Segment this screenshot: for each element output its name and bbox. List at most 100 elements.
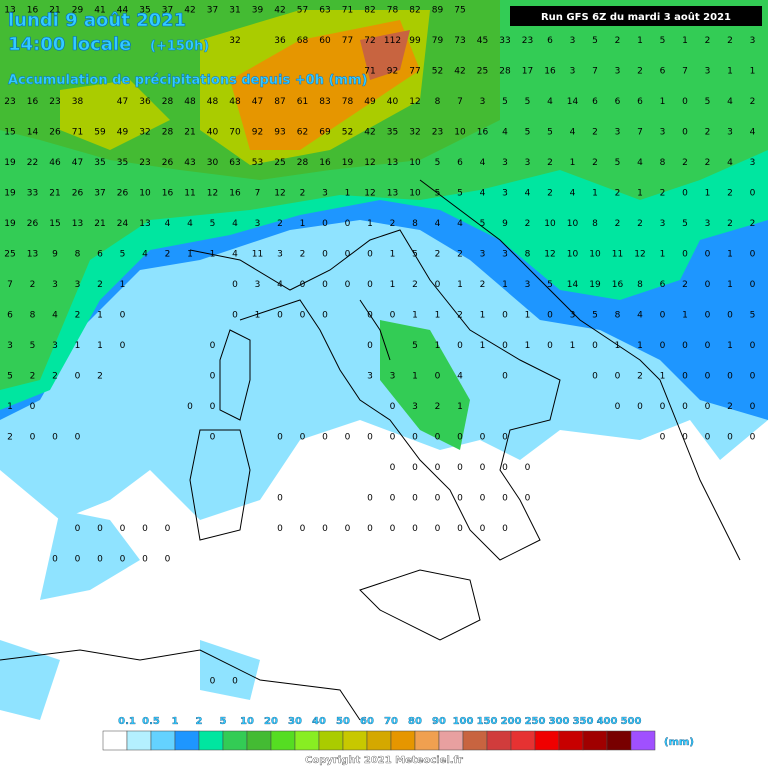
grid-value: 49 [117, 128, 129, 138]
grid-value: 21 [94, 219, 105, 229]
legend-swatch [246, 730, 272, 751]
grid-value: 26 [162, 158, 174, 168]
grid-value: 11 [252, 250, 263, 260]
legend-label: 20 [264, 716, 278, 727]
grid-value: 4 [727, 158, 733, 168]
grid-value: 0 [390, 524, 396, 534]
legend-swatch [198, 730, 224, 751]
grid-value: 40 [207, 128, 219, 138]
grid-value: 48 [184, 97, 196, 107]
grid-value: 0 [367, 311, 373, 321]
grid-value: 112 [384, 36, 401, 46]
grid-value: 0 [277, 494, 283, 504]
grid-value: 0 [547, 311, 553, 321]
grid-value: 11 [184, 189, 195, 199]
legend-swatch [318, 730, 344, 751]
grid-value: 12 [207, 189, 218, 199]
legend-label: 300 [549, 716, 570, 727]
legend-swatch [606, 730, 632, 751]
legend-label: 1 [172, 716, 179, 727]
grid-value: 7 [592, 67, 598, 77]
grid-value: 0 [52, 555, 58, 565]
legend-label: 70 [384, 716, 398, 727]
grid-value: 21 [49, 6, 60, 16]
grid-value: 16 [27, 97, 39, 107]
grid-value: 1 [682, 36, 688, 46]
grid-value: 1 [7, 402, 13, 412]
grid-value: 8 [592, 219, 598, 229]
grid-value: 0 [705, 250, 711, 260]
legend-swatch [342, 730, 368, 751]
grid-value: 12 [409, 97, 420, 107]
grid-value: 4 [727, 97, 733, 107]
legend-label: 5 [220, 716, 227, 727]
grid-value: 3 [750, 158, 756, 168]
grid-value: 0 [435, 494, 441, 504]
grid-value: 5 [525, 128, 531, 138]
grid-value: 1 [525, 341, 531, 351]
grid-value: 1 [480, 341, 486, 351]
grid-value: 1 [300, 219, 306, 229]
grid-value: 3 [750, 36, 756, 46]
grid-value: 1 [412, 372, 418, 382]
grid-value: 0 [727, 372, 733, 382]
grid-value: 2 [52, 372, 58, 382]
grid-value: 16 [27, 6, 39, 16]
grid-value: 35 [139, 6, 150, 16]
grid-value: 8 [637, 280, 643, 290]
grid-value: 13 [27, 250, 38, 260]
grid-value: 3 [502, 158, 508, 168]
grid-value: 14 [567, 97, 579, 107]
grid-value: 0 [367, 494, 373, 504]
grid-value: 62 [297, 128, 308, 138]
grid-value: 2 [637, 67, 643, 77]
grid-value: 0 [322, 433, 328, 443]
grid-value: 7 [457, 97, 463, 107]
grid-value: 0 [412, 494, 418, 504]
grid-value: 0 [705, 372, 711, 382]
grid-value: 57 [297, 6, 308, 16]
grid-value: 71 [342, 6, 353, 16]
grid-value: 28 [499, 67, 511, 77]
grid-value: 0 [165, 524, 171, 534]
grid-value: 7 [637, 128, 643, 138]
grid-value: 1 [345, 189, 351, 199]
grid-value: 1 [570, 158, 576, 168]
grid-value: 2 [457, 250, 463, 260]
grid-value: 28 [162, 97, 174, 107]
grid-value: 3 [727, 128, 733, 138]
grid-value: 26 [27, 219, 39, 229]
grid-value: 0 [232, 677, 238, 687]
grid-value: 0 [750, 189, 756, 199]
grid-value: 1 [75, 341, 81, 351]
grid-value: 2 [727, 36, 733, 46]
grid-value: 10 [544, 219, 556, 229]
grid-value: 0 [457, 341, 463, 351]
grid-value: 0 [750, 341, 756, 351]
grid-value: 0 [142, 555, 148, 565]
grid-value: 2 [750, 97, 756, 107]
grid-value: 1 [727, 67, 733, 77]
grid-value: 4 [480, 189, 486, 199]
grid-value: 6 [457, 158, 463, 168]
grid-value: 49 [364, 97, 376, 107]
grid-value: 0 [682, 97, 688, 107]
grid-value: 60 [319, 36, 331, 46]
grid-value: 12 [634, 250, 645, 260]
grid-value: 4 [457, 219, 463, 229]
grid-value: 61 [297, 97, 308, 107]
grid-value: 37 [94, 189, 105, 199]
grid-value: 75 [454, 6, 465, 16]
grid-value: 2 [727, 219, 733, 229]
grid-value: 16 [544, 67, 556, 77]
grid-value: 6 [7, 311, 13, 321]
grid-value: 32 [139, 128, 150, 138]
grid-value: 6 [637, 97, 643, 107]
grid-value: 3 [502, 250, 508, 260]
grid-value: 24 [117, 219, 129, 229]
grid-value: 19 [589, 280, 601, 290]
time-label: 14:00 locale [8, 34, 131, 55]
grid-value: 16 [162, 189, 174, 199]
value-grid: 13 16 21 29 41 44 35 37 42 37 31 39 42 57 63 71 82 78 82 89… [4, 6, 755, 687]
grid-value: 0 [97, 555, 103, 565]
